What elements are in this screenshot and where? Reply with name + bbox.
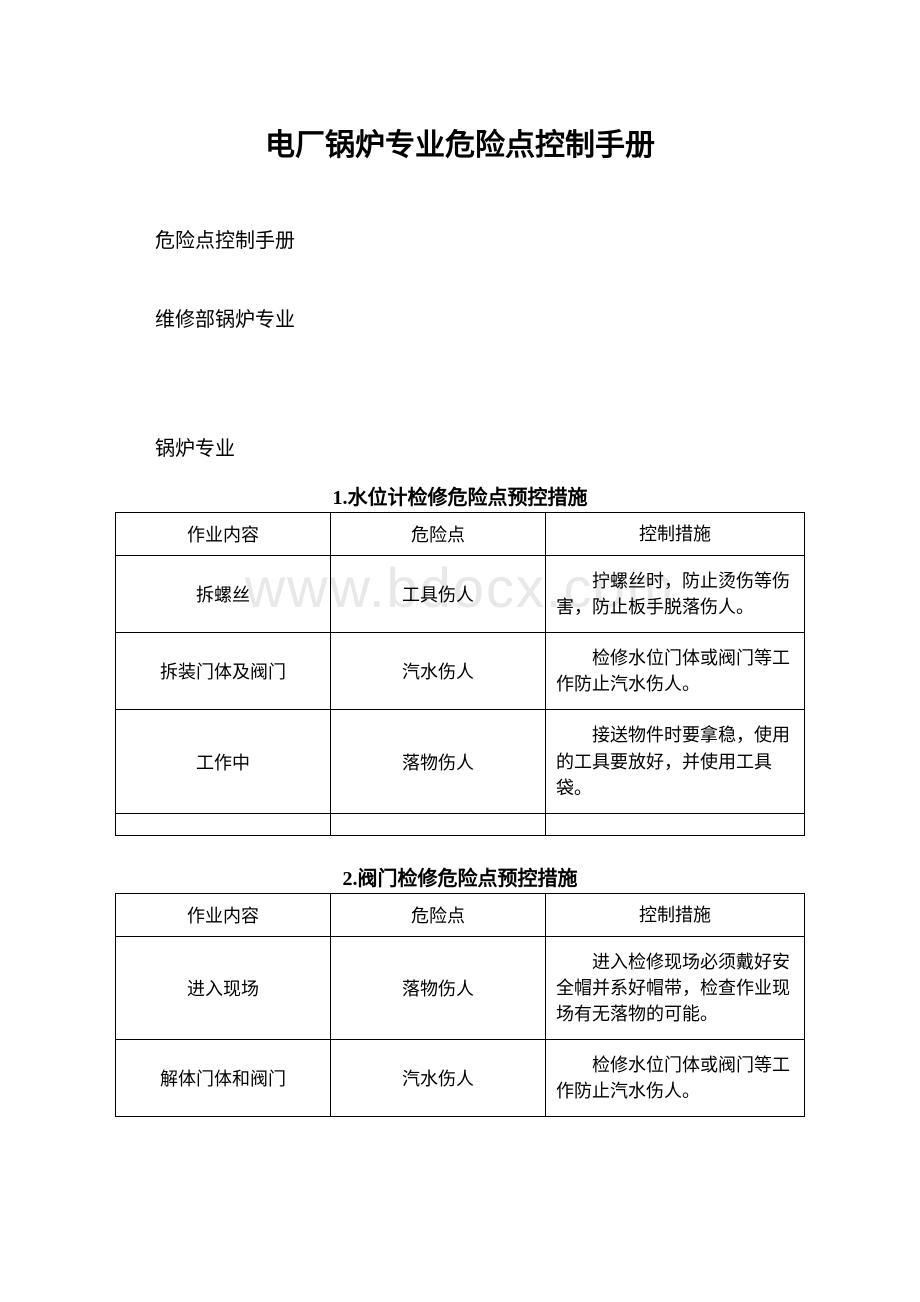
table1-r2-c1: 工作中 [116,710,331,813]
table1-r1-c1: 拆装门体及阀门 [116,633,331,710]
table1-empty-c2 [331,813,546,835]
paragraph-1: 危险点控制手册 [115,224,805,253]
table-1: 作业内容 危险点 控制措施 拆螺丝 工具伤人 拧螺丝时，防止烫伤等伤害，防止板手… [115,512,805,836]
table-row: 作业内容 危险点 控制措施 [116,893,805,936]
table1-title: 1.水位计检修危险点预控措施 [115,481,805,510]
table1-empty-c3 [546,813,805,835]
table2-header-1: 作业内容 [116,893,331,936]
table1-r2-c3: 接送物件时要拿稳，使用的工具要放好，并使用工具袋。 [546,710,805,813]
table2-r1-c2: 汽水伤人 [331,1040,546,1117]
table-row: 进入现场 落物伤人 进入检修现场必须戴好安全帽并系好帽带，检查作业现场有无落物的… [116,936,805,1039]
table2-r1-c3: 检修水位门体或阀门等工作防止汽水伤人。 [546,1040,805,1117]
table1-r2-c2: 落物伤人 [331,710,546,813]
table2-header-3: 控制措施 [546,893,805,936]
table-row: 工作中 落物伤人 接送物件时要拿稳，使用的工具要放好，并使用工具袋。 [116,710,805,813]
main-title: 电厂锅炉专业危险点控制手册 [115,120,805,164]
table2-header-2: 危险点 [331,893,546,936]
table1-r1-c3: 检修水位门体或阀门等工作防止汽水伤人。 [546,633,805,710]
table1-r0-c3: 拧螺丝时，防止烫伤等伤害，防止板手脱落伤人。 [546,556,805,633]
table2-r0-c3: 进入检修现场必须戴好安全帽并系好帽带，检查作业现场有无落物的可能。 [546,936,805,1039]
table2-r0-c1: 进入现场 [116,936,331,1039]
table1-header-1: 作业内容 [116,513,331,556]
table-row [116,813,805,835]
table1-r0-c1: 拆螺丝 [116,556,331,633]
table1-header-3: 控制措施 [546,513,805,556]
table-row: 作业内容 危险点 控制措施 [116,513,805,556]
table-row: 解体门体和阀门 汽水伤人 检修水位门体或阀门等工作防止汽水伤人。 [116,1040,805,1117]
table1-header-2: 危险点 [331,513,546,556]
table-row: 拆螺丝 工具伤人 拧螺丝时，防止烫伤等伤害，防止板手脱落伤人。 [116,556,805,633]
paragraph-3: 锅炉专业 [115,432,805,461]
table2-r0-c2: 落物伤人 [331,936,546,1039]
table1-r0-c2: 工具伤人 [331,556,546,633]
table-2: 作业内容 危险点 控制措施 进入现场 落物伤人 进入检修现场必须戴好安全帽并系好… [115,893,805,1118]
table2-r1-c1: 解体门体和阀门 [116,1040,331,1117]
table-row: 拆装门体及阀门 汽水伤人 检修水位门体或阀门等工作防止汽水伤人。 [116,633,805,710]
table1-r1-c2: 汽水伤人 [331,633,546,710]
paragraph-2: 维修部锅炉专业 [115,303,805,332]
table1-empty-c1 [116,813,331,835]
table2-title: 2.阀门检修危险点预控措施 [115,862,805,891]
